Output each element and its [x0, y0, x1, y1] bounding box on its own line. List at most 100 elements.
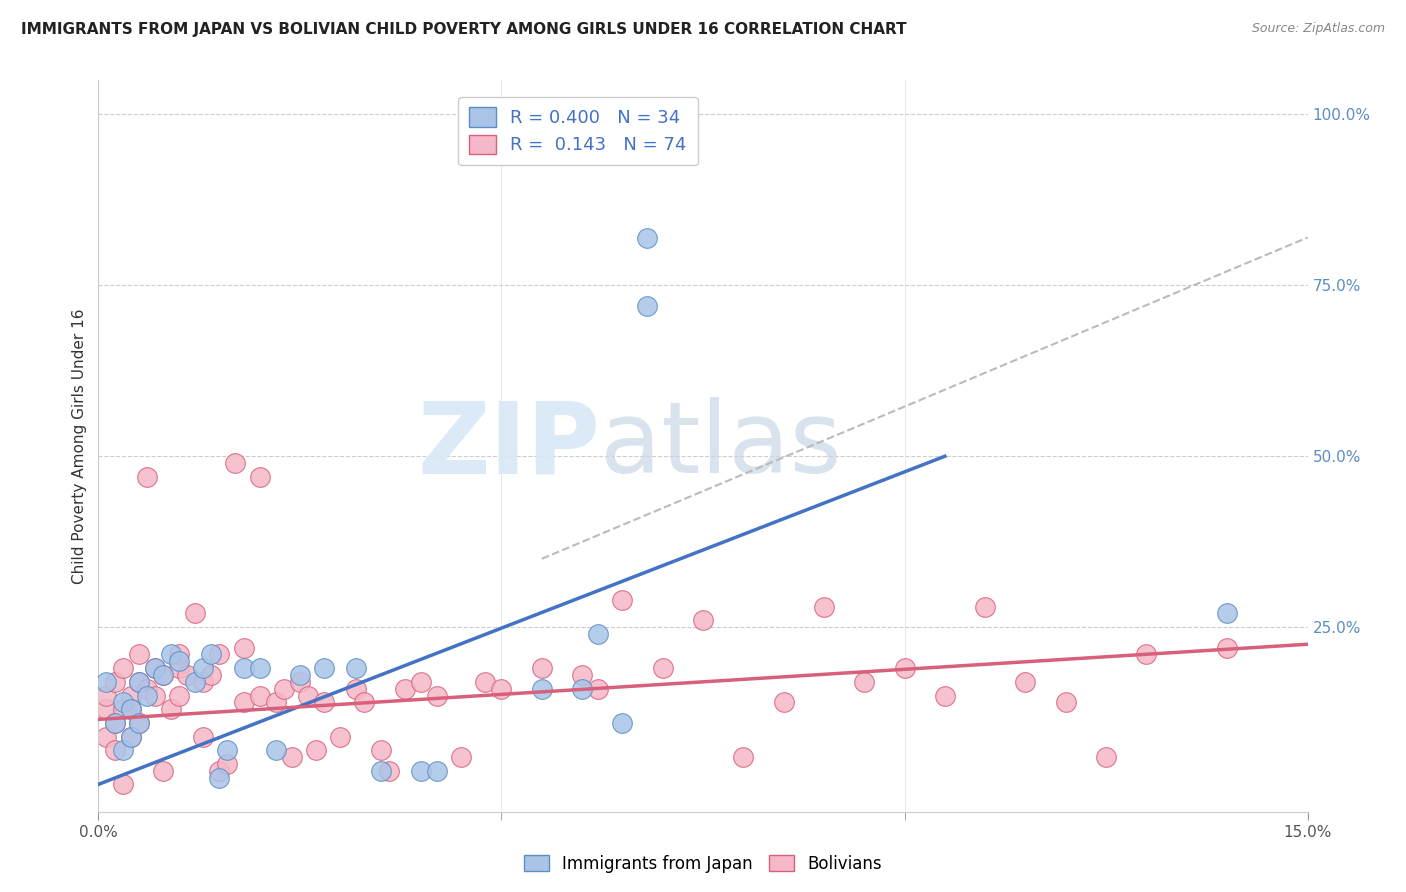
Point — [193, 674, 215, 689]
Y-axis label: Child Poverty Among Girls Under 16: Child Poverty Among Girls Under 16 — [72, 309, 87, 583]
Text: atlas: atlas — [600, 398, 842, 494]
Legend: Immigrants from Japan, Bolivians: Immigrants from Japan, Bolivians — [517, 848, 889, 880]
Point — [160, 648, 183, 662]
Point — [772, 695, 794, 709]
Point — [314, 661, 336, 675]
Point — [377, 764, 399, 778]
Point — [586, 627, 609, 641]
Point — [135, 681, 157, 696]
Point — [128, 674, 150, 689]
Point — [612, 592, 634, 607]
Point — [120, 702, 142, 716]
Point — [152, 668, 174, 682]
Point — [103, 715, 125, 730]
Point — [314, 695, 336, 709]
Point — [120, 689, 142, 703]
Point — [651, 661, 673, 675]
Point — [1216, 607, 1239, 621]
Point — [111, 777, 134, 791]
Point — [273, 681, 295, 696]
Point — [96, 674, 118, 689]
Point — [571, 681, 593, 696]
Point — [692, 613, 714, 627]
Point — [1095, 750, 1118, 764]
Point — [370, 764, 392, 778]
Point — [103, 674, 125, 689]
Point — [249, 661, 271, 675]
Point — [409, 764, 432, 778]
Point — [530, 681, 553, 696]
Point — [184, 607, 207, 621]
Text: Source: ZipAtlas.com: Source: ZipAtlas.com — [1251, 22, 1385, 36]
Point — [264, 743, 287, 757]
Point — [128, 674, 150, 689]
Point — [344, 681, 367, 696]
Point — [120, 730, 142, 744]
Legend: R = 0.400   N = 34, R =  0.143   N = 74: R = 0.400 N = 34, R = 0.143 N = 74 — [458, 96, 697, 165]
Point — [612, 715, 634, 730]
Point — [409, 674, 432, 689]
Point — [232, 661, 254, 675]
Point — [1054, 695, 1077, 709]
Point — [143, 661, 166, 675]
Point — [152, 764, 174, 778]
Point — [200, 668, 222, 682]
Point — [426, 764, 449, 778]
Point — [232, 695, 254, 709]
Point — [586, 681, 609, 696]
Point — [281, 750, 304, 764]
Point — [370, 743, 392, 757]
Point — [249, 689, 271, 703]
Point — [120, 730, 142, 744]
Point — [297, 689, 319, 703]
Point — [111, 702, 134, 716]
Point — [103, 715, 125, 730]
Point — [120, 702, 142, 716]
Point — [288, 668, 311, 682]
Point — [167, 648, 190, 662]
Point — [111, 695, 134, 709]
Point — [160, 702, 183, 716]
Point — [208, 648, 231, 662]
Point — [167, 689, 190, 703]
Point — [128, 715, 150, 730]
Point — [344, 661, 367, 675]
Point — [934, 689, 956, 703]
Point — [152, 668, 174, 682]
Point — [96, 702, 118, 716]
Point — [530, 661, 553, 675]
Point — [853, 674, 876, 689]
Point — [143, 661, 166, 675]
Point — [491, 681, 513, 696]
Point — [636, 230, 658, 244]
Point — [353, 695, 375, 709]
Point — [143, 689, 166, 703]
Point — [217, 756, 239, 771]
Point — [176, 668, 198, 682]
Text: ZIP: ZIP — [418, 398, 600, 494]
Point — [184, 674, 207, 689]
Point — [167, 654, 190, 668]
Point — [1014, 674, 1036, 689]
Point — [329, 730, 352, 744]
Point — [96, 730, 118, 744]
Point — [167, 661, 190, 675]
Point — [1216, 640, 1239, 655]
Point — [305, 743, 328, 757]
Point — [111, 661, 134, 675]
Point — [893, 661, 915, 675]
Point — [193, 661, 215, 675]
Point — [208, 771, 231, 785]
Point — [193, 730, 215, 744]
Point — [450, 750, 472, 764]
Point — [1135, 648, 1157, 662]
Point — [426, 689, 449, 703]
Point — [571, 668, 593, 682]
Point — [103, 743, 125, 757]
Point — [264, 695, 287, 709]
Point — [96, 689, 118, 703]
Point — [111, 743, 134, 757]
Point — [974, 599, 997, 614]
Point — [288, 674, 311, 689]
Point — [135, 469, 157, 483]
